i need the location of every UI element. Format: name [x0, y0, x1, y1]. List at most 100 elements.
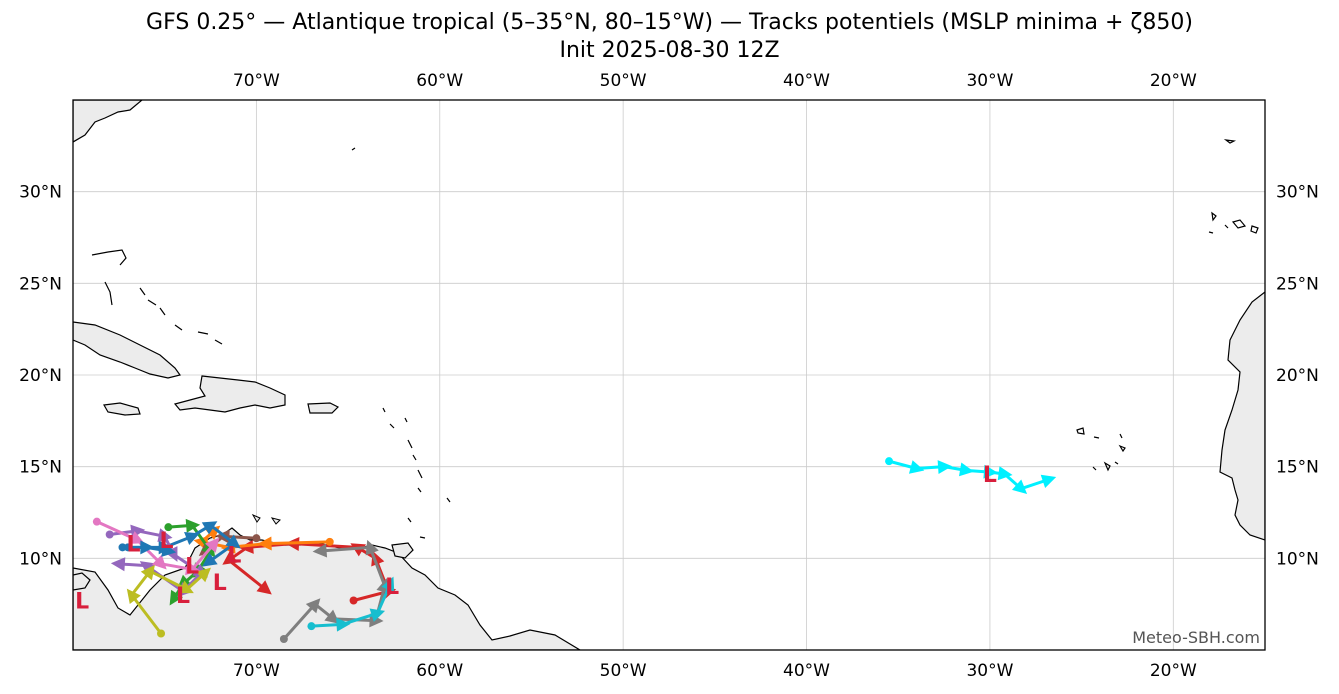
- africa-land: [1219, 291, 1265, 541]
- lat-tick-label-right: 20°N: [1276, 366, 1319, 386]
- madeira-island: [1223, 139, 1237, 144]
- bahamas-islands: [91, 249, 223, 345]
- bonaire-island: [270, 517, 281, 525]
- map-title: GFS 0.25° — Atlantique tropical (5–35°N,…: [146, 10, 1193, 35]
- track-start-point: [252, 534, 261, 543]
- lon-tick-label-bottom: 20°W: [1150, 661, 1197, 681]
- tracks-layer: [92, 457, 1057, 643]
- low-center-marker: L: [213, 571, 227, 596]
- track-start-point: [157, 629, 166, 638]
- canary-islands: [1208, 211, 1259, 234]
- track-marker: [185, 518, 201, 533]
- track-marker: [365, 539, 379, 556]
- lon-tick-label-top: 70°W: [233, 71, 280, 91]
- florida-land: [73, 100, 143, 143]
- track-start-point: [105, 530, 114, 539]
- track-marker: [161, 543, 177, 557]
- low-center-marker: L: [227, 544, 241, 569]
- track-marker: [222, 550, 238, 565]
- track-marker: [178, 580, 194, 594]
- track-marker: [140, 564, 155, 581]
- lat-tick-label-right: 30°N: [1276, 183, 1319, 203]
- track-marker: [937, 460, 953, 475]
- lat-tick-label-left: 10°N: [19, 549, 62, 569]
- lat-tick-label-right: 15°N: [1276, 458, 1319, 478]
- credit-text: Meteo-SBH.com: [1132, 628, 1260, 647]
- track-marker: [1011, 479, 1028, 494]
- low-center-marker: L: [176, 584, 190, 609]
- track-marker: [908, 460, 925, 474]
- track-marker: [169, 589, 183, 606]
- low-center-marker: L: [160, 529, 174, 554]
- track-marker: [257, 536, 272, 551]
- lon-tick-label-bottom: 50°W: [600, 661, 647, 681]
- puerto-rico-island: [307, 402, 340, 414]
- lat-tick-label-left: 20°N: [19, 366, 62, 386]
- track-start-point: [307, 622, 316, 631]
- curacao-island: [251, 513, 261, 523]
- lon-tick-label-top: 30°W: [966, 71, 1013, 91]
- lon-tick-label-bottom: 40°W: [783, 661, 830, 681]
- panama-land: [73, 572, 91, 591]
- lat-tick-label-right: 25°N: [1276, 274, 1319, 294]
- track-start-point: [118, 543, 127, 552]
- track-marker: [164, 546, 178, 562]
- track-marker: [305, 598, 321, 614]
- track-marker: [256, 580, 272, 595]
- track-marker: [336, 617, 351, 632]
- lat-tick-label-left: 15°N: [19, 458, 62, 478]
- track-marker: [110, 557, 126, 572]
- low-center-marker: L: [185, 555, 199, 580]
- track-marker: [201, 521, 218, 535]
- axis-ticks: 70°W 70°W 60°W 60°W 50°W 50°W 40°W 40°W 30°W 30°W…: [19, 71, 1319, 681]
- jamaica-island: [103, 402, 141, 416]
- lon-tick-label-top: 50°W: [600, 71, 647, 91]
- track-marker: [126, 588, 141, 605]
- track-marker: [983, 464, 998, 479]
- cuba-island: [73, 321, 182, 379]
- track-marker: [139, 561, 156, 575]
- track-marker: [997, 466, 1013, 481]
- track-teal: [307, 576, 395, 632]
- lat-tick-label-right: 10°N: [1276, 549, 1319, 569]
- track-marker: [959, 462, 974, 477]
- track-marker: [184, 532, 200, 546]
- track-marker: [369, 608, 386, 622]
- track-cyan-east: [885, 457, 1057, 494]
- cape-verde-islands: [1076, 427, 1126, 472]
- track-marker: [1040, 474, 1057, 489]
- trinidad-island: [391, 542, 414, 559]
- track-start-point: [325, 537, 334, 546]
- track-dark-blue: [118, 540, 177, 557]
- track-start-point: [92, 517, 101, 526]
- track-olive: [126, 564, 211, 638]
- track-line: [128, 523, 236, 564]
- low-center-marker: L: [127, 533, 141, 558]
- lat-tick-label-left: 30°N: [19, 183, 62, 203]
- map-subtitle: Init 2025-08-30 12Z: [559, 38, 780, 63]
- lon-tick-label-top: 40°W: [783, 71, 830, 91]
- lon-tick-label-bottom: 60°W: [416, 661, 463, 681]
- lon-tick-label-top: 60°W: [416, 71, 463, 91]
- track-marker: [215, 529, 230, 544]
- track-start-point: [164, 523, 173, 532]
- low-center-marker: L: [75, 590, 89, 615]
- track-marker: [195, 567, 211, 583]
- track-start-point: [279, 635, 288, 643]
- lesser-antilles: [351, 147, 451, 539]
- track-marker: [204, 537, 220, 553]
- track-start-point: [349, 596, 358, 605]
- track-marker: [324, 609, 340, 624]
- low-center-marker: L: [983, 463, 997, 488]
- track-marker: [151, 554, 167, 570]
- track-marker: [202, 552, 218, 567]
- track-start-point: [885, 457, 894, 466]
- hispaniola-island: [173, 375, 286, 413]
- track-marker: [157, 528, 173, 543]
- low-center-marker: L: [385, 575, 399, 600]
- lon-tick-label-top: 20°W: [1150, 71, 1197, 91]
- lon-tick-label-bottom: 70°W: [233, 661, 280, 681]
- track-marker: [140, 540, 155, 555]
